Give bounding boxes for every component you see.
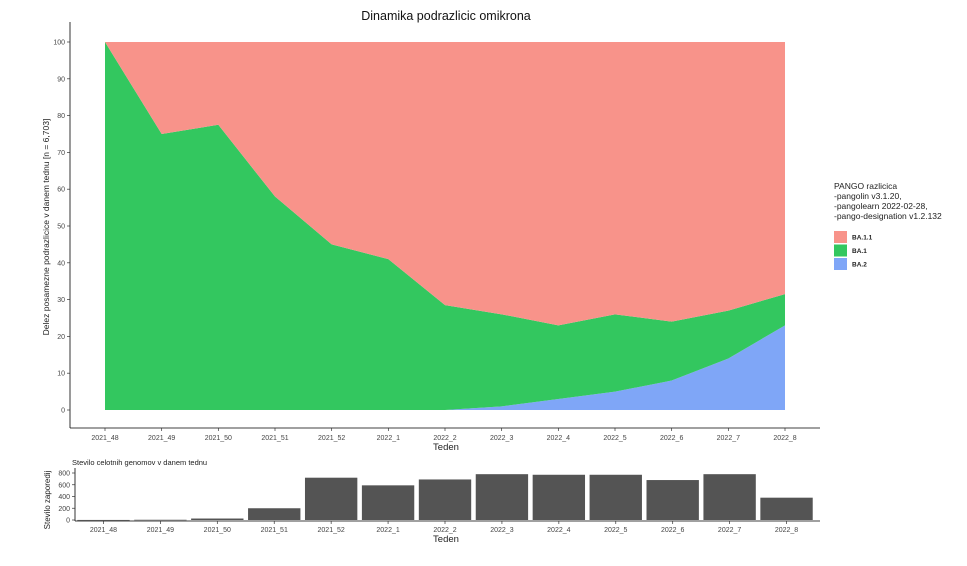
area-x-tick-label: 2022_6 [660,435,683,442]
legend-swatch [834,231,847,243]
bar-x-axis-label: Teden [433,534,459,545]
area-series-BA-2 [105,325,785,410]
bar-x-tick-label: 2022_7 [718,527,741,534]
bar-chart-title: Stevilo celotnih genomov v danem tednu [72,458,207,467]
bar-2022_8 [760,497,813,520]
area-y-tick-label: 80 [57,113,65,120]
area-x-axis-label: Teden [433,442,459,453]
area-x-tick-label: 2021_48 [91,435,118,442]
bar-y-axis-label: Stevilo zaporedij [43,470,52,529]
area-x-tick-label: 2022_3 [490,435,513,442]
area-x-tick-label: 2022_4 [547,435,570,442]
area-series-BA-1 [105,42,785,410]
area-x-tick-label: 2022_2 [433,435,456,442]
legend-item-label: BA.1.1 [852,235,873,242]
area-x-tick-label: 2022_1 [377,435,400,442]
legend-swatch [834,244,847,257]
bar-y-tick-label: 0 [66,518,70,525]
area-y-tick-label: 90 [57,76,65,83]
area-axes: 0 10 20 30 40 50 60 70 80 90 100 2021_48 2021_49 2021… [53,22,820,442]
bar-plot [77,474,813,521]
bar-2021_49 [134,519,187,521]
bar-x-tick-label: 2021_48 [90,527,117,534]
bar-2022_5 [589,474,642,520]
legend-item-label: BA.2 [852,262,867,269]
area-y-tick-label: 50 [57,224,65,231]
bar-2022_6 [646,480,699,520]
bar-x-tick-label: 2021_50 [204,527,231,534]
area-series-BA-1-1 [105,42,785,326]
area-plot [105,42,785,410]
area-x-tick-label: 2021_51 [261,435,288,442]
bar-y-tick-label: 400 [58,494,70,501]
area-y-tick-label: 100 [53,40,65,47]
legend-title-line: PANGO razlicica [834,181,897,191]
legend-title-line: -pangolin v3.1.20, [834,191,902,201]
legend-item-label: BA.1 [852,248,867,255]
bar-2022_1 [361,485,415,520]
legend-title-line: -pango-designation v1.2.132 [834,211,942,221]
bar-2022_7 [703,474,756,520]
area-y-tick-label: 30 [57,297,65,304]
bar-x-tick-label: 2021_51 [261,527,288,534]
area-y-tick-label: 0 [61,408,65,415]
bar-x-tick-label: 2022_3 [490,527,513,534]
bar-x-tick-label: 2022_8 [775,527,798,534]
bar-x-tick-label: 2022_1 [376,527,399,534]
area-y-tick-label: 20 [57,334,65,341]
bar-x-tick-label: 2022_2 [433,527,456,534]
bar-2022_2 [418,479,472,520]
bar-x-tick-label: 2022_6 [661,527,684,534]
area-y-tick-label: 40 [57,260,65,267]
area-x-tick-label: 2021_50 [205,435,232,442]
bar-2022_3 [475,474,529,520]
area-y-tick-label: 70 [57,150,65,157]
area-y-axis-label: Delez posamezne podrazlicice v danem ted… [41,119,51,336]
bar-x-tick-label: 2022_4 [547,527,570,534]
area-y-tick-label: 60 [57,187,65,194]
area-x-tick-label: 2022_8 [773,435,796,442]
bar-y-tick-label: 600 [58,482,70,489]
area-x-tick-label: 2021_49 [148,435,175,442]
area-chart-title: Dinamika podrazlicic omikrona [361,9,531,23]
bar-2021_50 [191,518,244,520]
bar-2022_4 [532,474,586,520]
bar-2021_52 [304,477,358,520]
legend-swatch [834,258,847,270]
bar-y-tick-label: 800 [58,471,70,478]
bar-2021_48 [77,519,130,521]
area-y-tick-label: 10 [57,371,65,378]
bar-y-tick-label: 200 [58,506,70,513]
area-x-tick-label: 2022_7 [717,435,740,442]
bar-x-tick-label: 2022_5 [604,527,627,534]
legend-title-line: -pangolearn 2022-02-28, [834,201,928,211]
bar-2021_51 [248,508,301,520]
area-x-tick-label: 2021_52 [318,435,345,442]
legend: PANGO razlicica -pangolin v3.1.20, -pang… [834,181,942,270]
bar-x-tick-label: 2021_49 [147,527,174,534]
area-x-tick-label: 2022_5 [603,435,626,442]
bar-axes: 0 200 400 600 800 2021_48 2021_49 2021_50 2021_5… [58,468,820,534]
bar-x-tick-label: 2021_52 [318,527,345,534]
